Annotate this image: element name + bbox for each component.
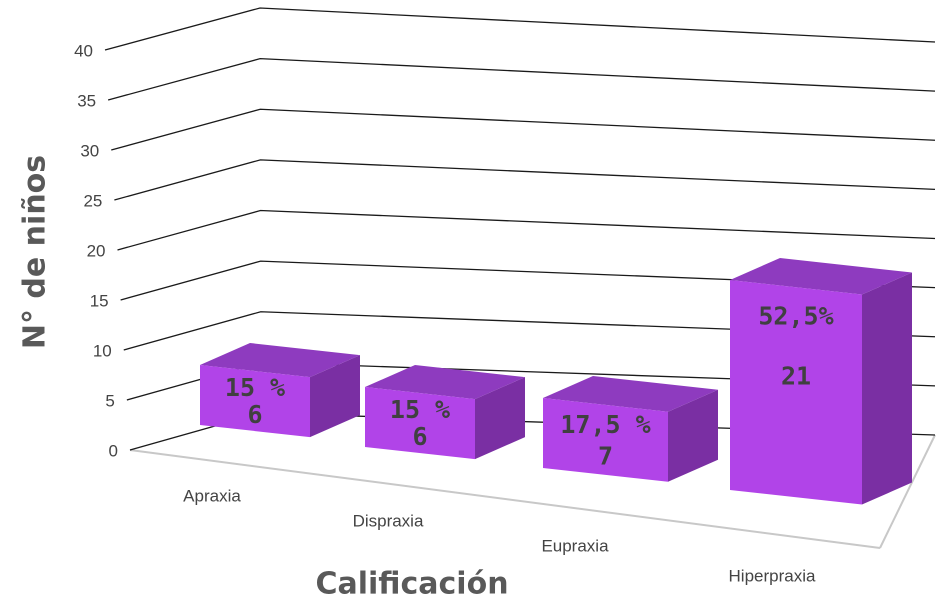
y-tick-label: 15 <box>90 291 109 310</box>
value-label: 7 <box>598 441 613 470</box>
x-tick-label: Hiperpraxia <box>729 566 816 585</box>
value-label: 6 <box>247 400 262 429</box>
x-tick-label: Apraxia <box>183 486 241 505</box>
value-label: 6 <box>412 422 427 451</box>
grid-line <box>114 159 936 201</box>
percent-label: 17,5 % <box>560 410 650 439</box>
grid-line <box>117 209 936 251</box>
bar-side <box>862 272 912 505</box>
bar <box>200 365 310 438</box>
y-tick-label: 40 <box>74 41 93 60</box>
grid-line <box>111 108 936 151</box>
grid-line <box>104 7 936 51</box>
value-label: 21 <box>781 361 811 390</box>
floor-edge <box>129 449 881 549</box>
percent-label: 15 % <box>225 373 285 402</box>
grid-line <box>107 57 936 101</box>
percent-label: 15 % <box>390 395 450 424</box>
bar-top <box>200 343 360 378</box>
percent-label: 52,5% <box>758 301 833 330</box>
bar-side <box>475 377 525 460</box>
y-tick-label: 30 <box>80 141 99 160</box>
bar-side <box>668 389 718 482</box>
x-tick-label: Eupraxia <box>541 536 609 555</box>
grid-line <box>123 311 936 351</box>
floor-edge <box>879 434 936 549</box>
bar <box>365 387 475 460</box>
bar <box>543 398 668 482</box>
y-tick-label: 25 <box>83 191 102 210</box>
bar <box>730 280 862 505</box>
x-axis-title: Calificación <box>315 567 508 602</box>
x-tick-label: Dispraxia <box>353 511 424 530</box>
y-tick-label: 20 <box>87 241 106 260</box>
bar-top <box>730 258 912 295</box>
y-tick-label: 0 <box>109 441 118 460</box>
y-tick-label: 5 <box>105 391 114 410</box>
y-tick-label: 35 <box>77 91 96 110</box>
bar-top <box>365 365 525 400</box>
grid-line <box>120 260 936 301</box>
y-axis-title: N° de niños <box>18 155 53 349</box>
y-tick-label: 10 <box>93 341 112 360</box>
bar-side <box>310 355 360 438</box>
